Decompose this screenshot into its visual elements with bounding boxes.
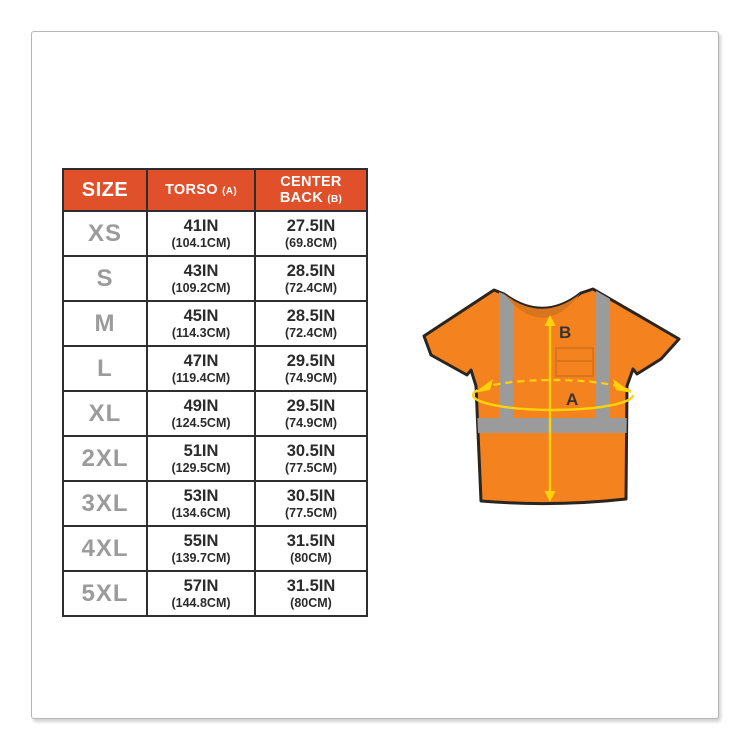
torso-inches: 53IN <box>183 487 219 506</box>
shirt-pocket <box>555 347 594 377</box>
size-cell: XS <box>62 210 148 257</box>
back-cell: 29.5IN (74.9CM) <box>254 390 368 437</box>
torso-cm: (134.6CM) <box>171 505 231 520</box>
torso-cell: 57IN (144.8CM) <box>146 570 256 617</box>
back-inches: 27.5IN <box>286 217 336 236</box>
size-cell: M <box>62 300 148 347</box>
torso-inches: 51IN <box>183 442 219 461</box>
torso-cell: 53IN (134.6CM) <box>146 480 256 527</box>
shirt-body <box>422 287 681 506</box>
header-back-line2: BACK <box>279 190 323 206</box>
torso-cell: 47IN (119.4CM) <box>146 345 256 392</box>
back-cell: 27.5IN (69.8CM) <box>254 210 368 257</box>
back-cm: (72.4CM) <box>284 325 338 340</box>
hi-vis-shirt-illustration: B A <box>422 287 681 506</box>
back-cell: 31.5IN (80CM) <box>254 570 368 617</box>
torso-inches: 57IN <box>183 577 219 596</box>
torso-cm: (139.7CM) <box>171 550 231 565</box>
table-row: 4XL 55IN (139.7CM) 31.5IN (80CM) <box>62 525 368 572</box>
size-cell: L <box>62 345 148 392</box>
table-row: L 47IN (119.4CM) 29.5IN (74.9CM) <box>62 345 368 392</box>
back-cm: (80CM) <box>290 595 332 610</box>
back-cell: 30.5IN (77.5CM) <box>254 480 368 527</box>
back-cm: (69.8CM) <box>284 235 338 250</box>
back-cm: (74.9CM) <box>284 415 338 430</box>
table-row: S 43IN (109.2CM) 28.5IN (72.4CM) <box>62 255 368 302</box>
back-cm: (77.5CM) <box>284 505 338 520</box>
torso-inches: 43IN <box>183 262 219 281</box>
back-cm: (72.4CM) <box>284 280 338 295</box>
table-row: 2XL 51IN (129.5CM) 30.5IN (77.5CM) <box>62 435 368 482</box>
size-cell: 5XL <box>62 570 148 617</box>
shirt-collar <box>505 294 580 318</box>
back-cell: 30.5IN (77.5CM) <box>254 435 368 482</box>
size-cell: 4XL <box>62 525 148 572</box>
reflective-stripe-vertical-right <box>596 289 610 433</box>
table-row: M 45IN (114.3CM) 28.5IN (72.4CM) <box>62 300 368 347</box>
torso-inches: 47IN <box>183 352 219 371</box>
table-row: 3XL 53IN (134.6CM) 30.5IN (77.5CM) <box>62 480 368 527</box>
back-cell: 29.5IN (74.9CM) <box>254 345 368 392</box>
torso-inches: 41IN <box>183 217 219 236</box>
header-size-label: SIZE <box>81 178 129 201</box>
size-cell: S <box>62 255 148 302</box>
back-inches: 30.5IN <box>286 487 336 506</box>
header-size: SIZE <box>62 168 148 212</box>
header-center-back: CENTER BACK (B) <box>254 168 368 212</box>
torso-cell: 45IN (114.3CM) <box>146 300 256 347</box>
torso-measure-arrow-a <box>471 378 635 412</box>
reflective-stripe-vertical-left <box>499 289 513 433</box>
reflective-stripe-horizontal <box>461 418 643 433</box>
table-row: XS 41IN (104.1CM) 27.5IN (69.8CM) <box>62 210 368 257</box>
torso-inches: 45IN <box>183 307 219 326</box>
torso-cell: 55IN (139.7CM) <box>146 525 256 572</box>
center-back-measure-arrow-b <box>544 315 556 502</box>
torso-cell: 41IN (104.1CM) <box>146 210 256 257</box>
back-inches: 29.5IN <box>286 397 336 416</box>
back-inches: 31.5IN <box>286 532 336 551</box>
table-row: 5XL 57IN (144.8CM) 31.5IN (80CM) <box>62 570 368 617</box>
size-chart-card: SIZE TORSO (A) CENTER BACK (B) XS <box>31 31 719 719</box>
back-cell: 28.5IN (72.4CM) <box>254 255 368 302</box>
table-header-row: SIZE TORSO (A) CENTER BACK (B) <box>62 168 368 212</box>
torso-cm: (119.4CM) <box>171 370 231 385</box>
size-cell: 3XL <box>62 480 148 527</box>
back-cm: (77.5CM) <box>284 460 338 475</box>
header-torso-label: TORSO <box>165 181 218 198</box>
size-cell: XL <box>62 390 148 437</box>
back-cell: 28.5IN (72.4CM) <box>254 300 368 347</box>
back-inches: 31.5IN <box>286 577 336 596</box>
torso-cm: (129.5CM) <box>171 460 231 475</box>
torso-inches: 49IN <box>183 397 219 416</box>
back-cm: (80CM) <box>290 550 332 565</box>
measure-label-a: A <box>566 390 578 409</box>
back-inches: 28.5IN <box>286 307 336 326</box>
header-back-line1: CENTER <box>280 173 342 190</box>
torso-cm: (124.5CM) <box>171 415 231 430</box>
torso-cell: 43IN (109.2CM) <box>146 255 256 302</box>
size-cell: 2XL <box>62 435 148 482</box>
torso-cm: (109.2CM) <box>171 280 231 295</box>
back-inches: 28.5IN <box>286 262 336 281</box>
back-inches: 30.5IN <box>286 442 336 461</box>
header-back-sub: (B) <box>327 194 343 205</box>
back-cell: 31.5IN (80CM) <box>254 525 368 572</box>
measure-label-b: B <box>559 323 571 342</box>
table-row: XL 49IN (124.5CM) 29.5IN (74.9CM) <box>62 390 368 437</box>
back-inches: 29.5IN <box>286 352 336 371</box>
size-table: SIZE TORSO (A) CENTER BACK (B) XS <box>62 168 368 617</box>
torso-cm: (104.1CM) <box>171 235 231 250</box>
back-cm: (74.9CM) <box>284 370 338 385</box>
torso-inches: 55IN <box>183 532 219 551</box>
header-torso: TORSO (A) <box>146 168 256 212</box>
torso-cell: 51IN (129.5CM) <box>146 435 256 482</box>
torso-cm: (114.3CM) <box>171 325 231 340</box>
torso-cell: 49IN (124.5CM) <box>146 390 256 437</box>
header-torso-sub: (A) <box>222 185 237 197</box>
torso-cm: (144.8CM) <box>171 595 231 610</box>
